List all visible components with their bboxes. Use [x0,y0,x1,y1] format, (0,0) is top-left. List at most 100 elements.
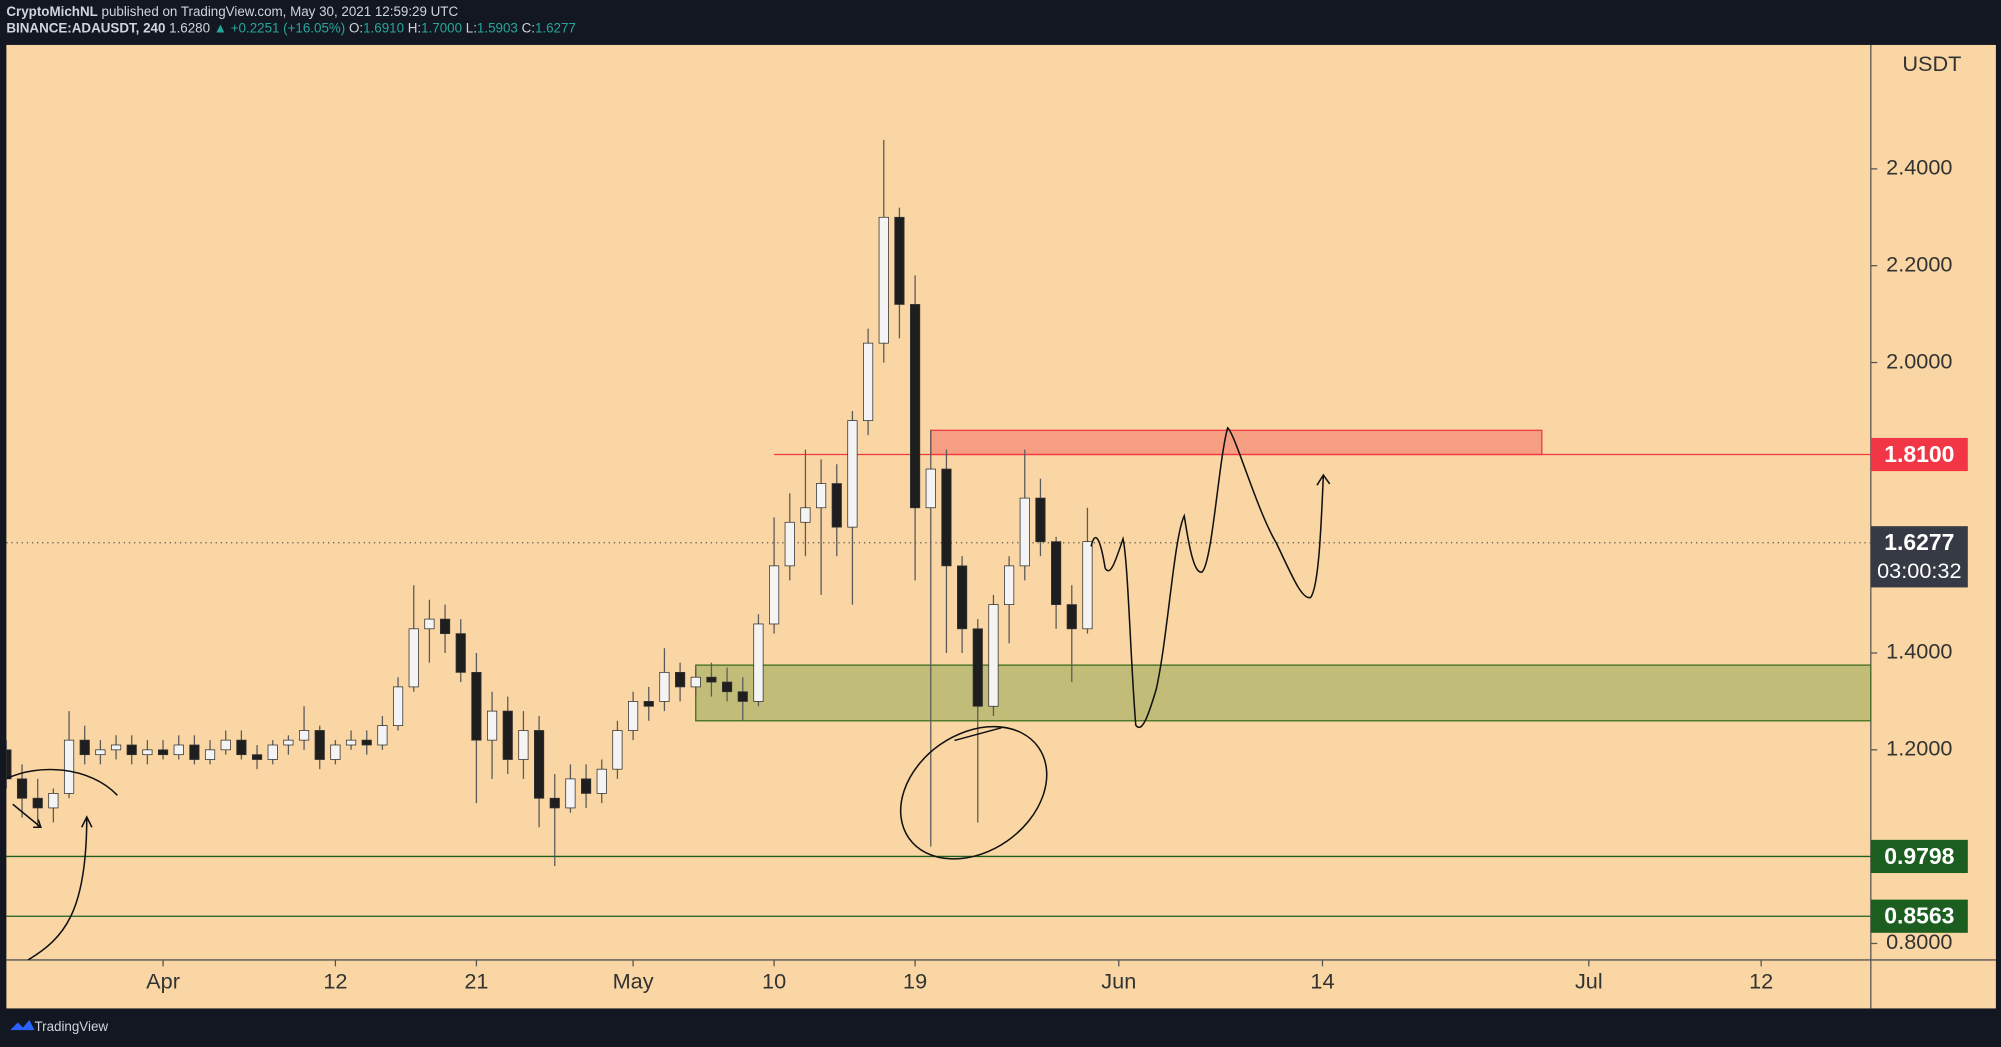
candle-body [753,623,764,702]
price-labels: 1.8100 0.9798 0.8563 1.6277 03:00:32 [1870,437,1968,933]
candle-body [63,739,75,794]
candle-body [126,744,137,756]
x-tick-label: 14 [1310,969,1334,994]
candle-body [628,701,639,731]
symbol: BINANCE:ADAUSDT, 240 [6,20,165,35]
y-tick-label: 0.8000 [1886,929,1952,954]
last-price: 1.6280 [169,20,210,35]
ohlc-key: L: [466,20,477,35]
y-tick-label: 1.4000 [1886,639,1952,664]
candle-body [48,793,59,809]
projection-path [1090,426,1325,728]
candle-body [298,730,310,741]
candle-body [251,754,263,760]
candle-body [957,565,968,630]
logo [10,1019,35,1031]
symbol-line: BINANCE:ADAUSDT, 240 1.6280 ▲ +0.2251 (+… [6,20,575,35]
candle-body [236,739,247,756]
candle-body [455,633,466,673]
candle-body [847,420,858,528]
zone [695,664,1871,722]
current-price-box [1870,526,1968,588]
stroke-annotation [954,726,1002,742]
x-tick-label: Jun [1101,969,1136,994]
ohlc-key: O: [349,20,363,35]
candle-body [142,749,153,756]
candle-body [941,468,952,567]
candle-body [314,730,325,760]
level-label-box [1870,899,1968,933]
hand-drawings [6,426,1331,960]
candle-body [878,216,889,344]
candle-body [863,342,874,422]
level-label: 1.8100 [1884,441,1954,467]
candle-body [1019,497,1030,567]
candle-body [894,216,905,305]
y-tick-label: 2.4000 [1886,155,1952,180]
level-label: 0.9798 [1884,843,1954,869]
candle-body [784,521,795,567]
x-tick-label: Jul [1575,969,1603,994]
candle-body [816,483,827,509]
candle-body [831,483,842,528]
author: CryptoMichNL published on TradingView.co… [6,3,458,18]
plot-area [6,139,1871,917]
candle-body [16,778,28,799]
x-tick-label: 12 [1749,969,1773,994]
ohlc-value: 1.6910 [363,20,404,35]
y-tick-label: 2.0000 [1886,348,1952,373]
current-price-label: 1.6277 [1884,529,1954,555]
arrow-annotation [27,815,93,960]
x-tick-label: May [613,969,654,994]
axes: 0.8000 1.2000 1.4000 2.0000 2.2000 2.4000 Apr 1… [146,155,1952,994]
level-label-box [1870,839,1968,874]
candle-body [189,744,200,760]
candle-body [706,676,717,683]
author-name: CryptoMichNL [6,3,97,18]
projection-arrow [1316,473,1331,486]
candle-body [173,744,184,756]
candle-body [471,671,482,741]
candle-body [345,739,357,746]
ohlc-value: 1.5903 [477,20,518,35]
x-tick-label: 10 [762,969,786,994]
candle-body [612,730,623,770]
candle-body [596,768,607,794]
footer-brand: TradingView [34,1019,108,1034]
unit: USDT [1902,51,1961,76]
x-tick-label: 19 [903,969,927,994]
x-tick-label: 21 [464,969,488,994]
candle-body [361,739,372,746]
candle-body [581,778,592,794]
candle-body [722,681,733,693]
candle-body [95,749,106,756]
candle-body [1004,565,1015,605]
change: ▲ +0.2251 (+16.05%) [214,20,345,35]
x-tick-label: Apr [146,969,180,994]
candle-body [1035,497,1046,543]
published: published on TradingView.com, May 30, 20… [102,3,459,18]
candle-body [502,710,513,760]
candle-body [439,618,451,635]
y-tick-label: 2.2000 [1886,251,1952,276]
candle-body [1051,541,1062,605]
chart-background [6,44,1996,1009]
countdown: 03:00:32 [1877,558,1961,583]
candle-body [486,710,498,741]
candle-body [800,507,811,523]
level-label: 0.8563 [1884,903,1954,929]
candle-body [424,618,435,630]
candle-body [690,676,701,688]
candle-body [972,628,983,707]
candle-body [392,686,404,727]
ohlc-key: H: [408,20,421,35]
candle-body [204,749,216,760]
candle-body [157,749,169,756]
candle-body [330,744,341,760]
circle-annotation [899,725,1048,860]
candle-body [925,468,936,509]
ohlc-value: 1.7000 [421,20,462,35]
candle-body [377,725,388,746]
candle-body [110,744,122,751]
candle-body [6,749,12,780]
